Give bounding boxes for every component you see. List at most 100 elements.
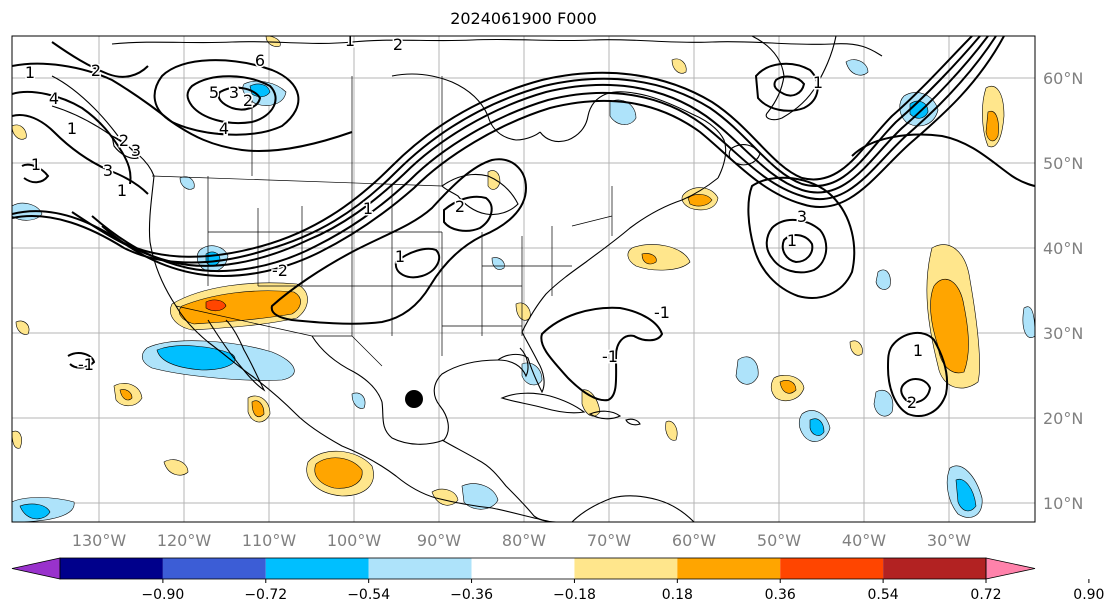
north-atlantic-contour	[754, 62, 819, 112]
fill-small-negative-5	[491, 257, 505, 270]
contour-labels: 1 2 3 4 2 5 6 1 2 3 4 -1 1 1 2 3 1 -1 -1…	[23, 31, 924, 414]
nw-contour-3	[12, 114, 149, 195]
coastline-gulf	[311, 335, 529, 445]
fill-tropical-positive-1-core	[779, 380, 797, 394]
azores-inner	[900, 378, 932, 404]
fill-tropical-negative-3	[873, 390, 894, 417]
colorbar-extend-high	[985, 557, 1036, 580]
fill-small-positive-5	[671, 58, 687, 74]
nw-contour-4	[51, 41, 149, 78]
coastline-arctic	[111, 38, 883, 57]
contour-label: 6	[255, 51, 265, 70]
coastline-central-america	[441, 439, 561, 522]
coastline-canada-east	[539, 91, 727, 179]
contour-label: 5	[209, 83, 219, 102]
coastline-alaska-panhandle	[51, 75, 119, 137]
storm-center-dot	[405, 390, 423, 408]
lon-label: 50°W	[757, 531, 801, 550]
colorbar: −0.90 −0.72 −0.54 −0.36 −0.18 0.18 0.36 0.54 0.7…	[11, 557, 1104, 603]
lon-label: 130°W	[72, 531, 127, 550]
coastline-hispaniola	[588, 410, 622, 420]
contour-label: 1	[395, 247, 405, 266]
azores-contour	[886, 331, 948, 417]
coastline-florida	[497, 331, 545, 394]
colorbar-label: 0.90	[1073, 587, 1104, 603]
contour-label: 2	[455, 197, 465, 216]
atlantic-low-inner	[765, 219, 828, 274]
fill-pacific-positive-3	[163, 459, 189, 476]
fill-nova-scotia-core	[687, 194, 713, 207]
contour-label: -1	[602, 347, 618, 366]
contour-label: 2	[243, 91, 253, 110]
fill-atlantic-38n-core	[641, 253, 657, 265]
colorbar-swatch	[60, 558, 163, 579]
contour-label: 3	[131, 141, 141, 160]
contour-label: 1	[913, 341, 923, 360]
atlantic-low-core	[781, 234, 814, 264]
contour-lines	[12, 36, 1035, 417]
colorbar-label: 0.72	[970, 587, 1001, 603]
coastline-vancouver	[111, 135, 139, 159]
map-title: 2024061900 F000	[450, 9, 597, 28]
contour-label: 3	[103, 161, 113, 180]
fill-tropical-negative-2-core	[809, 418, 825, 436]
fill-iceland-core	[985, 110, 999, 142]
coastline-atlantic	[521, 177, 719, 333]
contour-label: 3	[797, 207, 807, 226]
north-atlantic-contour-2	[773, 75, 806, 97]
fill-small-positive-1	[15, 320, 30, 335]
lon-label: 40°W	[842, 531, 886, 550]
colorbar-label: −0.18	[553, 587, 596, 603]
contour-label: 1	[787, 231, 797, 250]
fill-mexico-positive-core	[314, 457, 363, 489]
colorbar-label: −0.72	[244, 587, 287, 603]
contour-label: 1	[117, 181, 127, 200]
colorbar-extend-low	[11, 557, 61, 580]
colorbar-labels: −0.90 −0.72 −0.54 −0.36 −0.18 0.18 0.36 0.54 0.7…	[141, 579, 1104, 603]
coastline-cuba	[500, 392, 586, 414]
fill-pacific-negative-south-core	[19, 503, 51, 520]
contour-label: 1	[363, 199, 373, 218]
colorbar-label: 0.36	[765, 587, 796, 603]
fill-small-positive-4	[12, 124, 27, 140]
colorbar-swatch	[162, 558, 266, 579]
contour-label: 2	[91, 61, 101, 80]
map-frame: 1 2 3 4 2 5 6 1 2 3 4 -1 1 1 2 3 1 -1 -1…	[11, 35, 1083, 550]
contour-label: 1	[345, 31, 355, 50]
fill-gulf-negative	[521, 362, 543, 386]
lat-label: 60°N	[1043, 69, 1083, 88]
alaska-low-3	[217, 86, 262, 111]
jet-contour-1	[12, 36, 973, 258]
lat-label: 30°N	[1043, 324, 1083, 343]
lon-label: 120°W	[157, 531, 212, 550]
colorbar-label: 0.54	[868, 587, 899, 603]
contour-label: 3	[229, 83, 239, 102]
fill-central-america-negative	[461, 483, 499, 510]
trough-contour	[270, 158, 528, 325]
gulf-stream-contour	[540, 306, 664, 402]
colorbar-swatch	[780, 558, 884, 579]
pacific-neg-contour	[67, 352, 96, 369]
fill-tropical-negative-1	[735, 356, 759, 385]
alaska-low-2	[186, 75, 277, 124]
greatlakes-contour	[443, 195, 493, 232]
lat-label: 40°N	[1043, 239, 1083, 258]
contour-label: -2	[272, 261, 288, 280]
colorbar-swatch	[883, 558, 986, 579]
contour-label: 1	[31, 155, 41, 174]
fill-atlantic-38n	[627, 244, 691, 271]
contour-label: 2	[907, 393, 917, 412]
fill-labrador-negative	[609, 99, 637, 125]
fill-small-negative-3	[845, 59, 869, 76]
coastline-puerto-rico	[625, 418, 641, 426]
coastline-hudson	[391, 73, 541, 141]
colorbar-swatch	[265, 558, 369, 579]
colorbar-label: −0.90	[141, 587, 184, 603]
fill-pacific-mexico-core	[156, 345, 236, 371]
fill-small-negative-4	[1022, 306, 1035, 338]
contour-label: -1	[78, 355, 94, 374]
jet-contour-3	[71, 36, 989, 267]
fill-pacific-positive-2-core	[119, 389, 133, 401]
lat-label: 20°N	[1043, 409, 1083, 428]
fill-caribbean-positive	[581, 389, 601, 417]
